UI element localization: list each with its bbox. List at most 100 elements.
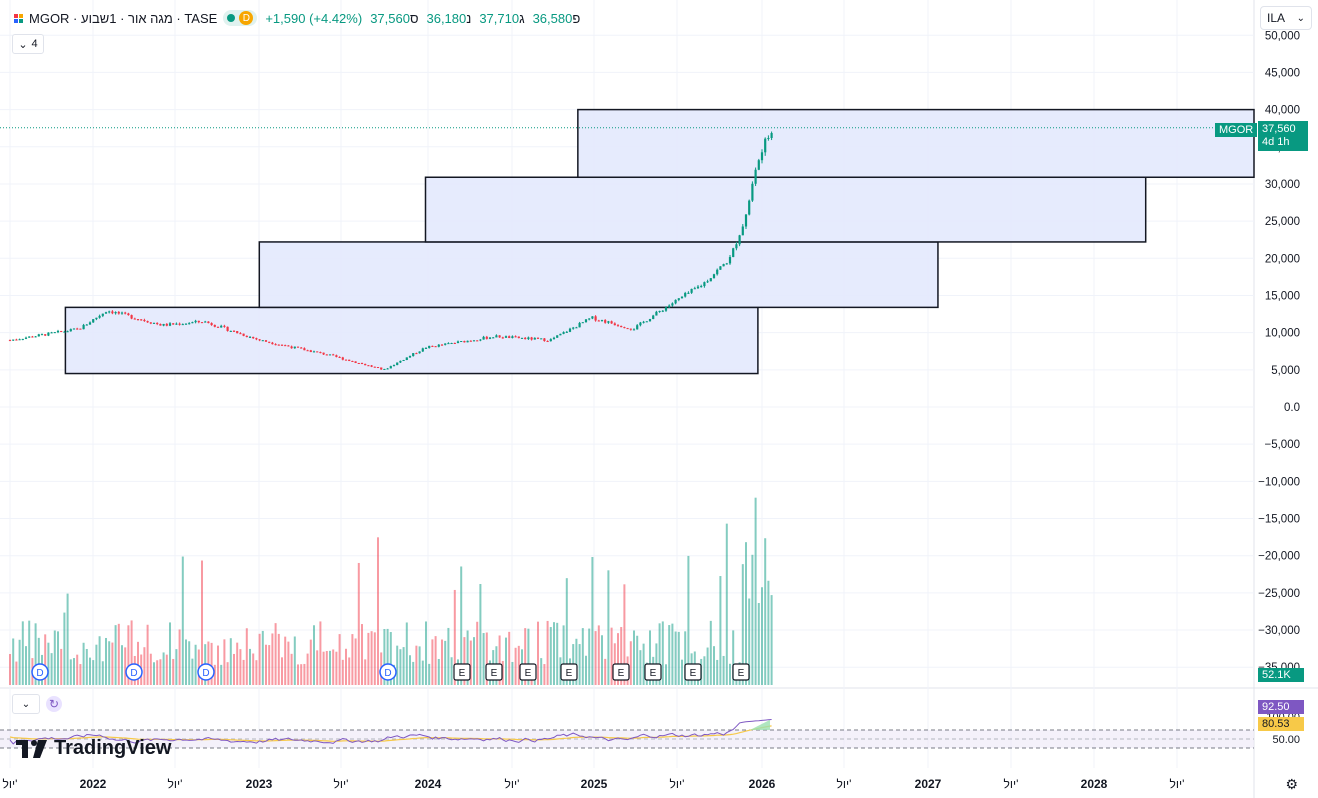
earnings-marker[interactable]: E <box>485 663 503 681</box>
earnings-marker[interactable]: E <box>644 663 662 681</box>
volume-bar <box>236 642 239 685</box>
time-axis[interactable]: יול' 2022 יול' 2023 יול' 2024 יול' 2025 יול' 2026… <box>3 777 1185 791</box>
volume-bar <box>629 641 632 685</box>
volume-bar <box>661 621 664 685</box>
candle-body <box>492 337 495 339</box>
candle-body <box>460 341 463 343</box>
candle-body <box>172 323 175 325</box>
earnings-marker[interactable]: E <box>519 663 537 681</box>
candle-body <box>693 288 696 290</box>
volume-bar <box>706 647 709 685</box>
volume-bar <box>668 625 671 685</box>
earnings-marker[interactable]: E <box>732 663 750 681</box>
ohlc-high: ג37,710 <box>479 11 524 26</box>
candle-body <box>575 327 578 329</box>
rectangle-drawing[interactable] <box>424 176 1147 243</box>
rectangle-drawing[interactable] <box>577 108 1255 179</box>
candle-body <box>495 335 498 338</box>
candle-body <box>364 363 367 366</box>
candle-body <box>639 322 642 326</box>
rsi-refresh-icon[interactable]: ↻ <box>46 696 62 712</box>
volume-bar <box>316 650 319 685</box>
volume-bar <box>748 598 751 685</box>
volume-bar <box>249 648 251 685</box>
earnings-marker[interactable]: E <box>560 663 578 681</box>
volume-bar <box>463 637 466 685</box>
candle-body <box>344 359 348 361</box>
volume-bar <box>431 639 434 685</box>
candle-body <box>652 315 655 320</box>
rectangle-drawing[interactable] <box>258 241 939 309</box>
symbol-title[interactable]: MGOR · מגה אור · 1שבוע · TASE <box>29 10 218 26</box>
rsi-collapse-button[interactable]: ⌄ <box>12 694 40 714</box>
candle-body <box>8 340 12 342</box>
volume-bar <box>130 620 133 685</box>
volume-bar <box>79 664 82 685</box>
price-tick-label: 45,000 <box>1265 67 1300 79</box>
volume-bar <box>498 635 501 685</box>
dividend-marker[interactable]: D <box>125 663 143 681</box>
volume-bar <box>501 660 504 685</box>
earnings-marker[interactable]: E <box>453 663 471 681</box>
time-tick-label: יול' <box>1170 777 1185 791</box>
volume-bar <box>117 623 120 685</box>
dividend-marker[interactable]: D <box>379 663 397 681</box>
volume-bar <box>434 636 437 685</box>
indicators-toggle-button[interactable]: ⌄ 4 <box>12 34 44 54</box>
candle-body <box>88 322 92 325</box>
volume-bar <box>143 647 146 685</box>
volume-bar <box>543 664 546 685</box>
volume-bar <box>223 639 226 685</box>
candle-body <box>472 340 476 342</box>
candle-body <box>348 359 351 361</box>
candle-body <box>117 311 120 314</box>
candle-body <box>325 354 328 356</box>
dividend-marker[interactable]: D <box>31 663 49 681</box>
time-tick-label: 2028 <box>1081 777 1108 791</box>
volume-bar <box>713 646 715 685</box>
open-label: פ <box>572 10 581 26</box>
volume-bar <box>441 639 443 685</box>
volume-bar <box>450 657 453 685</box>
candle-body <box>341 357 344 360</box>
candle-body <box>69 329 72 332</box>
volume-bar <box>412 661 415 685</box>
volume-bar <box>194 644 197 685</box>
candle-body <box>47 332 50 336</box>
volume-bar <box>95 644 98 685</box>
dividend-marker-label: D <box>202 668 209 679</box>
market-status[interactable]: D <box>223 10 258 26</box>
volume-bar <box>447 627 450 685</box>
volume-bar <box>322 651 325 685</box>
volume-bar <box>137 641 139 685</box>
candle-body <box>114 311 117 314</box>
volume-bar <box>121 645 123 685</box>
tradingview-logo: TradingView <box>16 737 171 760</box>
dividend-marker[interactable]: D <box>197 663 215 681</box>
volume-bar <box>111 642 114 685</box>
currency-select[interactable]: ILA ⌄ <box>1260 6 1312 30</box>
volume-bar <box>53 630 56 685</box>
volume-bar <box>540 658 543 685</box>
candle-body <box>770 133 773 138</box>
earnings-marker[interactable]: E <box>684 663 702 681</box>
price-candles <box>0 127 1254 370</box>
volume-bar <box>594 631 597 685</box>
earnings-marker[interactable]: E <box>612 663 630 681</box>
volume-bar <box>421 660 424 685</box>
drawn-rectangles[interactable] <box>64 108 1255 375</box>
candle-body <box>63 331 66 333</box>
high-label: ג <box>519 10 525 26</box>
candle-body <box>357 362 360 364</box>
candle-body <box>408 356 412 358</box>
volume-bar <box>757 603 760 685</box>
volume-bar <box>383 629 386 685</box>
settings-gear-icon[interactable]: ⚙ <box>1285 776 1298 792</box>
volume-bar <box>709 620 712 685</box>
candle-body <box>156 322 159 324</box>
dividend-marker-circle <box>379 663 397 681</box>
volume-bar <box>156 660 159 685</box>
price-tick-label: 40,000 <box>1265 105 1300 117</box>
